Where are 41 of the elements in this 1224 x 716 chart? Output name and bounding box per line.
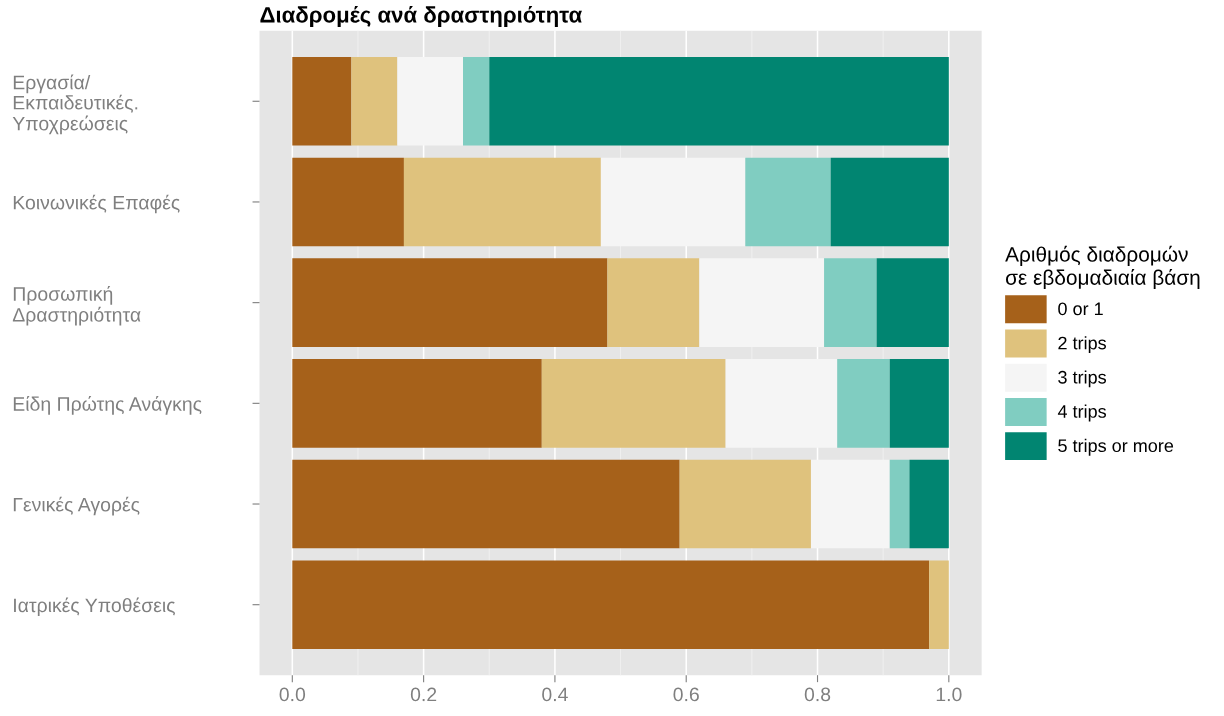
bar xyxy=(541,359,726,448)
legend-title: Αριθμός διαδρομών σε εβδομαδιαία βάση xyxy=(1005,245,1200,290)
legend-label: 0 or 1 xyxy=(1058,302,1103,316)
y-tick-label: Εργασία/ Εκπαιδευτικές. Υποχρεώσεις xyxy=(12,74,138,135)
legend-label: 2 trips xyxy=(1058,336,1106,353)
bar xyxy=(292,56,352,146)
y-tick-label: Κοινωνικές Επαφές xyxy=(13,194,180,214)
legend-label: 5 trips or more xyxy=(1058,438,1174,456)
bar xyxy=(837,359,890,448)
x-tick-label: 0.4 xyxy=(542,687,568,702)
bar xyxy=(489,56,949,146)
x-tick-label: 0.6 xyxy=(673,687,699,702)
bar xyxy=(679,459,811,549)
bar xyxy=(292,258,608,347)
y-tick-label: Γενικές Αγορές xyxy=(13,496,140,516)
legend-label: 4 trips xyxy=(1057,404,1106,422)
bar xyxy=(830,157,949,247)
bar xyxy=(292,560,930,650)
bar xyxy=(607,258,700,347)
bar xyxy=(876,258,949,347)
bar xyxy=(463,56,490,146)
bar xyxy=(889,459,910,549)
bar xyxy=(824,258,877,347)
bar xyxy=(909,459,949,549)
x-tick-label: 0.0 xyxy=(279,687,306,702)
x-tick-label: 0.8 xyxy=(804,687,831,702)
x-tick-label: 0.2 xyxy=(410,687,437,702)
bar xyxy=(403,157,601,247)
legend-label: 3 trips xyxy=(1058,370,1106,388)
bar xyxy=(292,459,680,549)
x-tick-label: 1.0 xyxy=(936,687,962,702)
bar xyxy=(292,359,542,448)
bar xyxy=(745,157,831,247)
bar xyxy=(929,560,949,650)
bar xyxy=(292,157,404,247)
y-tick-label: Προσωπική Δραστηριότητα xyxy=(12,285,141,326)
y-tick-label: Είδη Πρώτης Ανάγκης xyxy=(13,396,202,415)
bar xyxy=(889,359,949,448)
y-tick-label: Ιατρικές Υποθέσεις xyxy=(14,597,175,617)
bar xyxy=(351,56,398,146)
chart-title: Διαδρομές ανά δραστηριότητα xyxy=(260,6,582,28)
